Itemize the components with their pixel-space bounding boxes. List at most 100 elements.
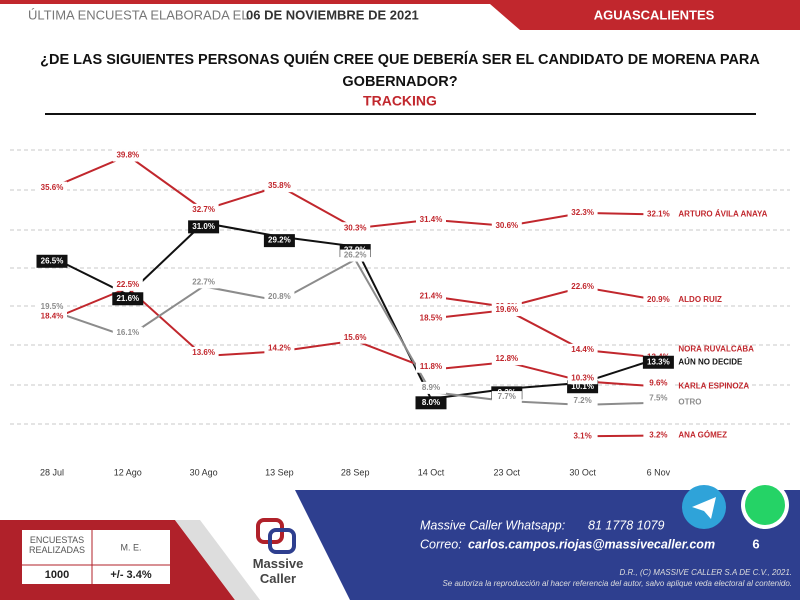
value-label: 16.1% [116,328,139,337]
legend-label: ALDO RUIZ [678,295,722,304]
value-label: 8.9% [422,383,440,392]
header-lead: ÚLTIMA ENCUESTA ELABORADA EL [28,7,249,22]
value-label: 20.8% [268,292,291,301]
value-label-box [264,342,295,355]
value-label-box [491,353,522,366]
legend-label: AÚN NO DECIDE [678,357,743,366]
value-label: 8.0% [422,398,440,407]
value-label: 11.8% [420,362,442,371]
value-label: 35.6% [41,183,64,192]
value-label: 19.5% [41,302,64,311]
value-label-box [415,396,447,410]
x-tick-label: 12 Ago [114,467,142,477]
value-label: 19.6% [495,305,518,314]
telegram-glyph [692,497,716,519]
header-date: 06 DE NOVIEMBRE DE 2021 [246,7,419,22]
value-label: 26.2% [344,251,367,260]
value-label: 12.8% [495,354,518,363]
value-label: 3.2% [649,431,667,440]
chart-subtitle: TRACKING [363,93,437,109]
value-label-box [37,310,67,323]
x-tick-label: 13 Sep [265,467,294,477]
x-tick-label: 28 Jul [40,467,64,477]
value-label-box [567,430,598,443]
value-label: 14.2% [268,343,291,352]
value-label: 13.6% [192,348,215,357]
value-label-box [416,312,446,325]
table-value: 1000 [45,569,69,581]
legend-label: ARTURO ÁVILA ANAYA [678,210,767,219]
value-label: 22.5% [116,280,139,289]
value-label-box [643,208,674,221]
value-label-box [340,331,371,344]
rights: D.R., (C) MASSIVE CALLER S.A DE C.V., 20… [620,568,793,577]
value-label: 9.6% [649,379,667,388]
value-label-box [567,394,598,407]
series-line [430,286,659,309]
value-label: 32.7% [192,205,215,214]
value-label: 20.9% [647,295,670,304]
value-label: 21.4% [420,291,443,300]
value-label-box [567,206,598,219]
series-line [430,309,659,359]
notice: Se autoriza la reproducción al hacer ref… [442,579,792,588]
page-number: 6 [752,536,759,551]
value-label: 26.5% [41,256,64,265]
value-label-box [416,381,446,394]
value-label: 32.1% [647,210,670,219]
chart-title: ¿DE LAS SIGUIENTES PERSONAS QUIÉN CREE Q… [40,51,760,90]
value-label-box [340,249,371,262]
value-label-box [491,219,522,232]
stats-table [22,530,170,584]
plot: 28 Jul 12 Ago 30 Ago 13 Sep 28 Sep 14 Oct 23 O… [10,149,790,477]
value-label: 30.6% [495,221,518,230]
value-label: 10.1% [571,382,594,391]
footer-blue [295,490,800,600]
value-label-box [642,355,674,369]
value-label-box [36,254,68,268]
value-label: 29.2% [268,236,291,245]
value-label-box [567,343,598,356]
value-label: 7.2% [573,396,591,405]
value-label-box [643,294,674,307]
value-label: 32.3% [571,208,594,217]
logo-text: Massive Caller [252,556,304,586]
value-label-box [263,234,295,248]
value-label: 3.1% [573,431,591,440]
value-label-box [112,149,143,162]
table-header: ENCUESTAS REALIZADAS [28,535,86,555]
value-label-box [112,278,143,291]
value-label-box [188,220,220,234]
value-label-box [264,180,295,193]
top-stripe [0,0,800,4]
value-label: 22.7% [192,277,215,286]
value-label-box [643,377,674,390]
value-label: 10.3% [571,373,594,382]
value-label: 39.8% [116,151,139,160]
whatsapp-label: Massive Caller Whatsapp: [420,518,565,532]
header-region: AGUASCALIENTES [594,7,715,22]
value-label: 13.3% [647,357,670,366]
value-label: 14.4% [571,345,594,354]
value-label-box [188,276,219,289]
value-label: 31.0% [192,222,215,231]
x-tick-label: 23 Oct [494,467,521,477]
value-label-box [643,392,674,405]
value-label-box [416,360,446,373]
legend-label: OTRO [678,398,701,407]
value-label: 22.6% [571,282,594,291]
table-header: M. E. [120,542,141,552]
value-label-box [340,222,371,235]
logo-box: Massive Caller [252,556,304,586]
value-label-box [264,290,295,303]
value-label-box [643,429,674,442]
series-line [51,154,659,230]
region-banner [490,4,800,30]
x-tick-label: 30 Oct [569,467,596,477]
value-label: 18.4% [41,311,64,320]
value-label-box [491,391,522,404]
whatsapp-glyph [745,485,785,525]
value-label: 15.6% [344,333,367,342]
x-tick-label: 28 Sep [341,467,370,477]
